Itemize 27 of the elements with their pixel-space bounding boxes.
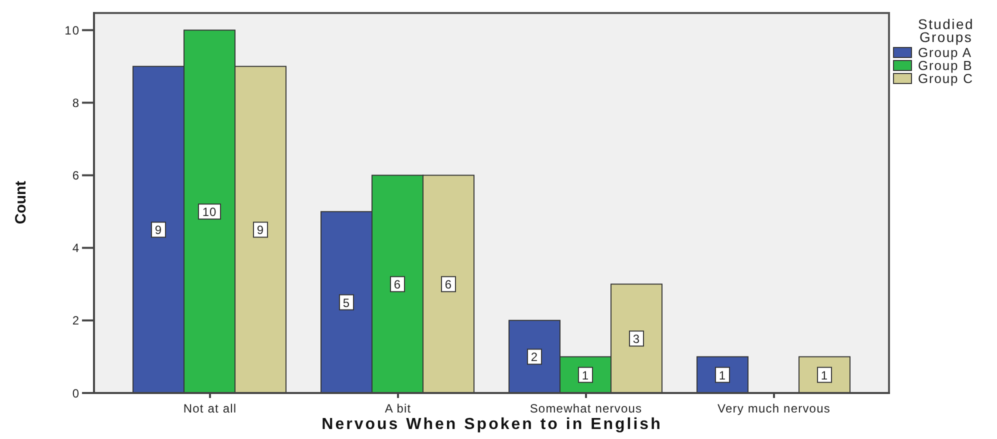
data-label: 9 [256,223,264,238]
data-label: 1 [718,368,726,382]
data-label: 5 [342,296,350,310]
data-label: 9 [154,223,162,238]
x-tick-label: Somewhat nervous [530,402,642,416]
legend-title: Studied Groups [917,16,975,45]
data-label: 3 [632,332,640,346]
y-tick-label: 2 [72,314,80,328]
y-tick-label: 4 [72,241,80,256]
x-tick-label: Not at all [183,402,237,416]
data-label: 1 [820,368,828,382]
y-tick-label: 8 [72,96,80,110]
x-tick-label: A bit [384,402,412,416]
x-tick-label: Very much nervous [718,402,830,416]
data-label: 1 [582,368,590,382]
data-label: 6 [394,278,402,292]
legend-label: Group B [918,58,973,73]
data-label: 6 [444,278,452,292]
y-tick-label: 6 [72,168,80,183]
data-label: 2 [530,350,538,364]
x-axis-title: Nervous When Spoken to in English [322,416,662,433]
legend-label: Group C [918,71,974,86]
y-axis-title: Count [12,180,30,224]
legend-label: Group A [918,45,972,60]
y-tick-label: 0 [72,386,80,400]
data-label: 10 [202,205,217,220]
y-tick-label: 10 [64,23,80,38]
